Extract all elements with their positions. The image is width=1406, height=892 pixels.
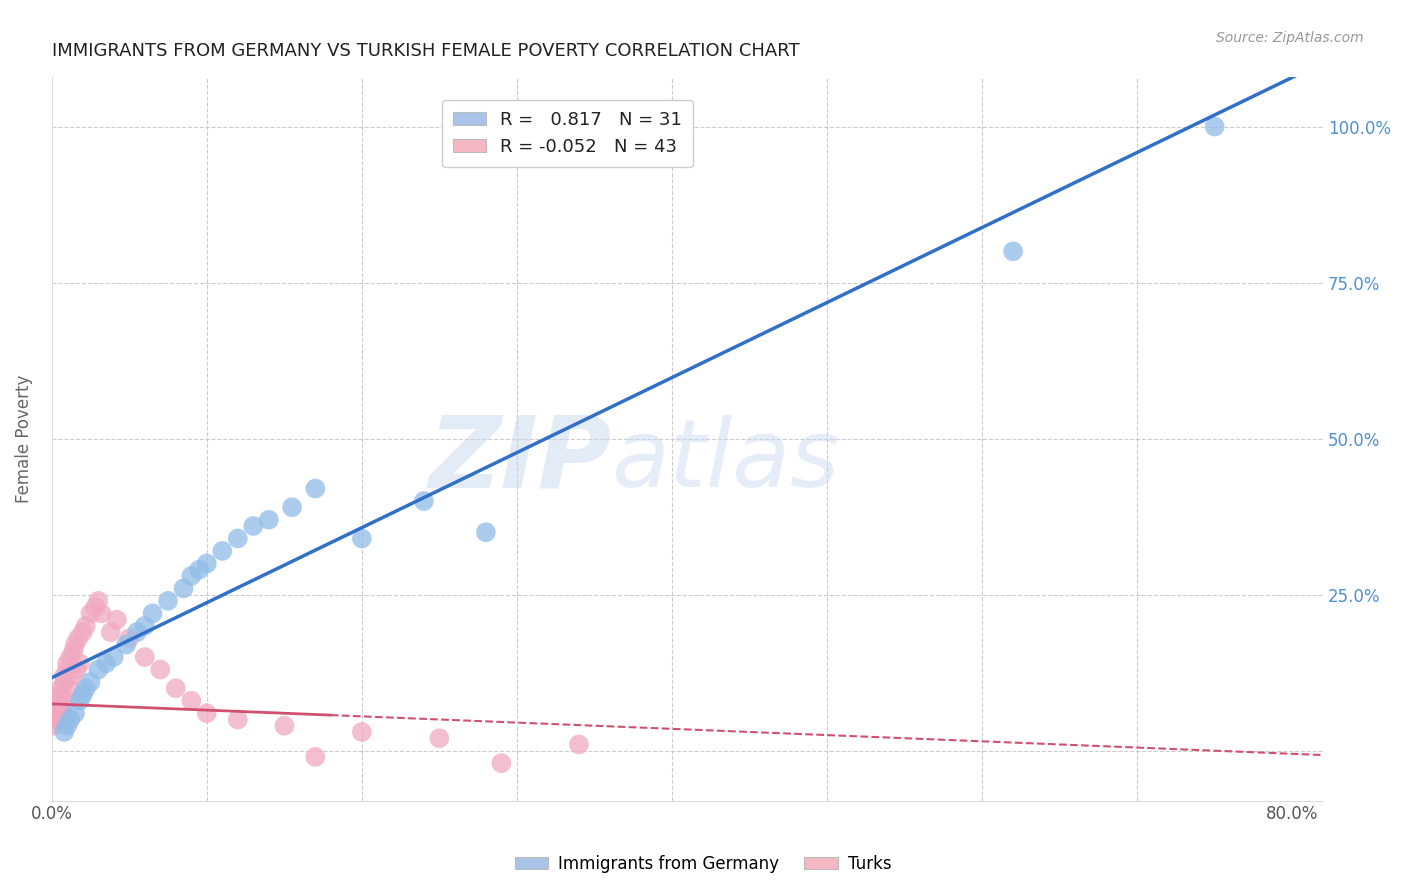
Point (226, 532, 249, 546)
Text: Source: ZipAtlas.com: Source: ZipAtlas.com (1216, 31, 1364, 45)
Point (242, 519, 264, 533)
Point (105, 613, 128, 627)
Point (1002, 244, 1025, 259)
Point (195, 557, 218, 571)
Point (84, 600, 107, 615)
Point (475, 525, 498, 540)
Point (211, 544, 233, 558)
Point (49, 681, 72, 696)
Point (568, 738, 591, 752)
Point (45, 706, 67, 721)
Point (149, 663, 172, 677)
Legend: R =   0.817   N = 31, R = -0.052   N = 43: R = 0.817 N = 31, R = -0.052 N = 43 (443, 100, 693, 167)
Point (90, 607, 112, 621)
Point (58, 681, 80, 696)
Point (134, 619, 156, 633)
Point (52, 700, 75, 714)
Point (180, 569, 202, 583)
Point (67, 632, 90, 646)
Point (195, 706, 218, 721)
Point (134, 650, 156, 665)
Point (56, 657, 79, 671)
Y-axis label: Female Poverty: Female Poverty (15, 375, 32, 503)
Point (46, 713, 69, 727)
Point (48, 688, 70, 702)
Point (257, 513, 280, 527)
Point (63, 706, 86, 721)
Point (75, 619, 97, 633)
Point (69, 657, 91, 671)
Point (45, 700, 67, 714)
Point (94, 657, 117, 671)
Point (165, 681, 187, 696)
Point (75, 681, 97, 696)
Point (180, 694, 202, 708)
Point (62, 644, 84, 658)
Point (141, 607, 163, 621)
Point (118, 632, 141, 646)
Point (60, 669, 83, 683)
Point (65, 663, 87, 677)
Point (226, 713, 249, 727)
Point (56, 663, 79, 677)
Point (69, 694, 91, 708)
Point (100, 625, 122, 640)
Point (53, 675, 76, 690)
Point (188, 563, 211, 577)
Point (53, 725, 76, 739)
Point (56, 719, 79, 733)
Point (1204, 120, 1226, 134)
Point (103, 650, 125, 665)
Text: IMMIGRANTS FROM GERMANY VS TURKISH FEMALE POVERTY CORRELATION CHART: IMMIGRANTS FROM GERMANY VS TURKISH FEMAL… (52, 42, 800, 60)
Point (304, 750, 326, 764)
Point (72, 625, 94, 640)
Text: atlas: atlas (612, 415, 839, 506)
Point (63, 638, 86, 652)
Point (59, 650, 82, 665)
Point (42, 719, 65, 733)
Point (87, 594, 110, 608)
Point (157, 594, 180, 608)
Point (125, 625, 148, 640)
Point (59, 713, 82, 727)
Point (79, 607, 101, 621)
Point (72, 688, 94, 702)
Point (412, 494, 434, 508)
Point (115, 638, 138, 652)
Point (350, 725, 373, 739)
Point (427, 731, 450, 746)
Point (273, 719, 295, 733)
Text: ZIP: ZIP (429, 412, 612, 508)
Point (53, 669, 76, 683)
Legend: Immigrants from Germany, Turks: Immigrants from Germany, Turks (508, 848, 898, 880)
Point (173, 582, 195, 596)
Point (281, 500, 304, 515)
Point (87, 663, 110, 677)
Point (55, 694, 77, 708)
Point (491, 756, 513, 771)
Point (48, 694, 70, 708)
Point (79, 675, 101, 690)
Point (350, 532, 373, 546)
Point (44, 713, 66, 727)
Point (304, 482, 326, 496)
